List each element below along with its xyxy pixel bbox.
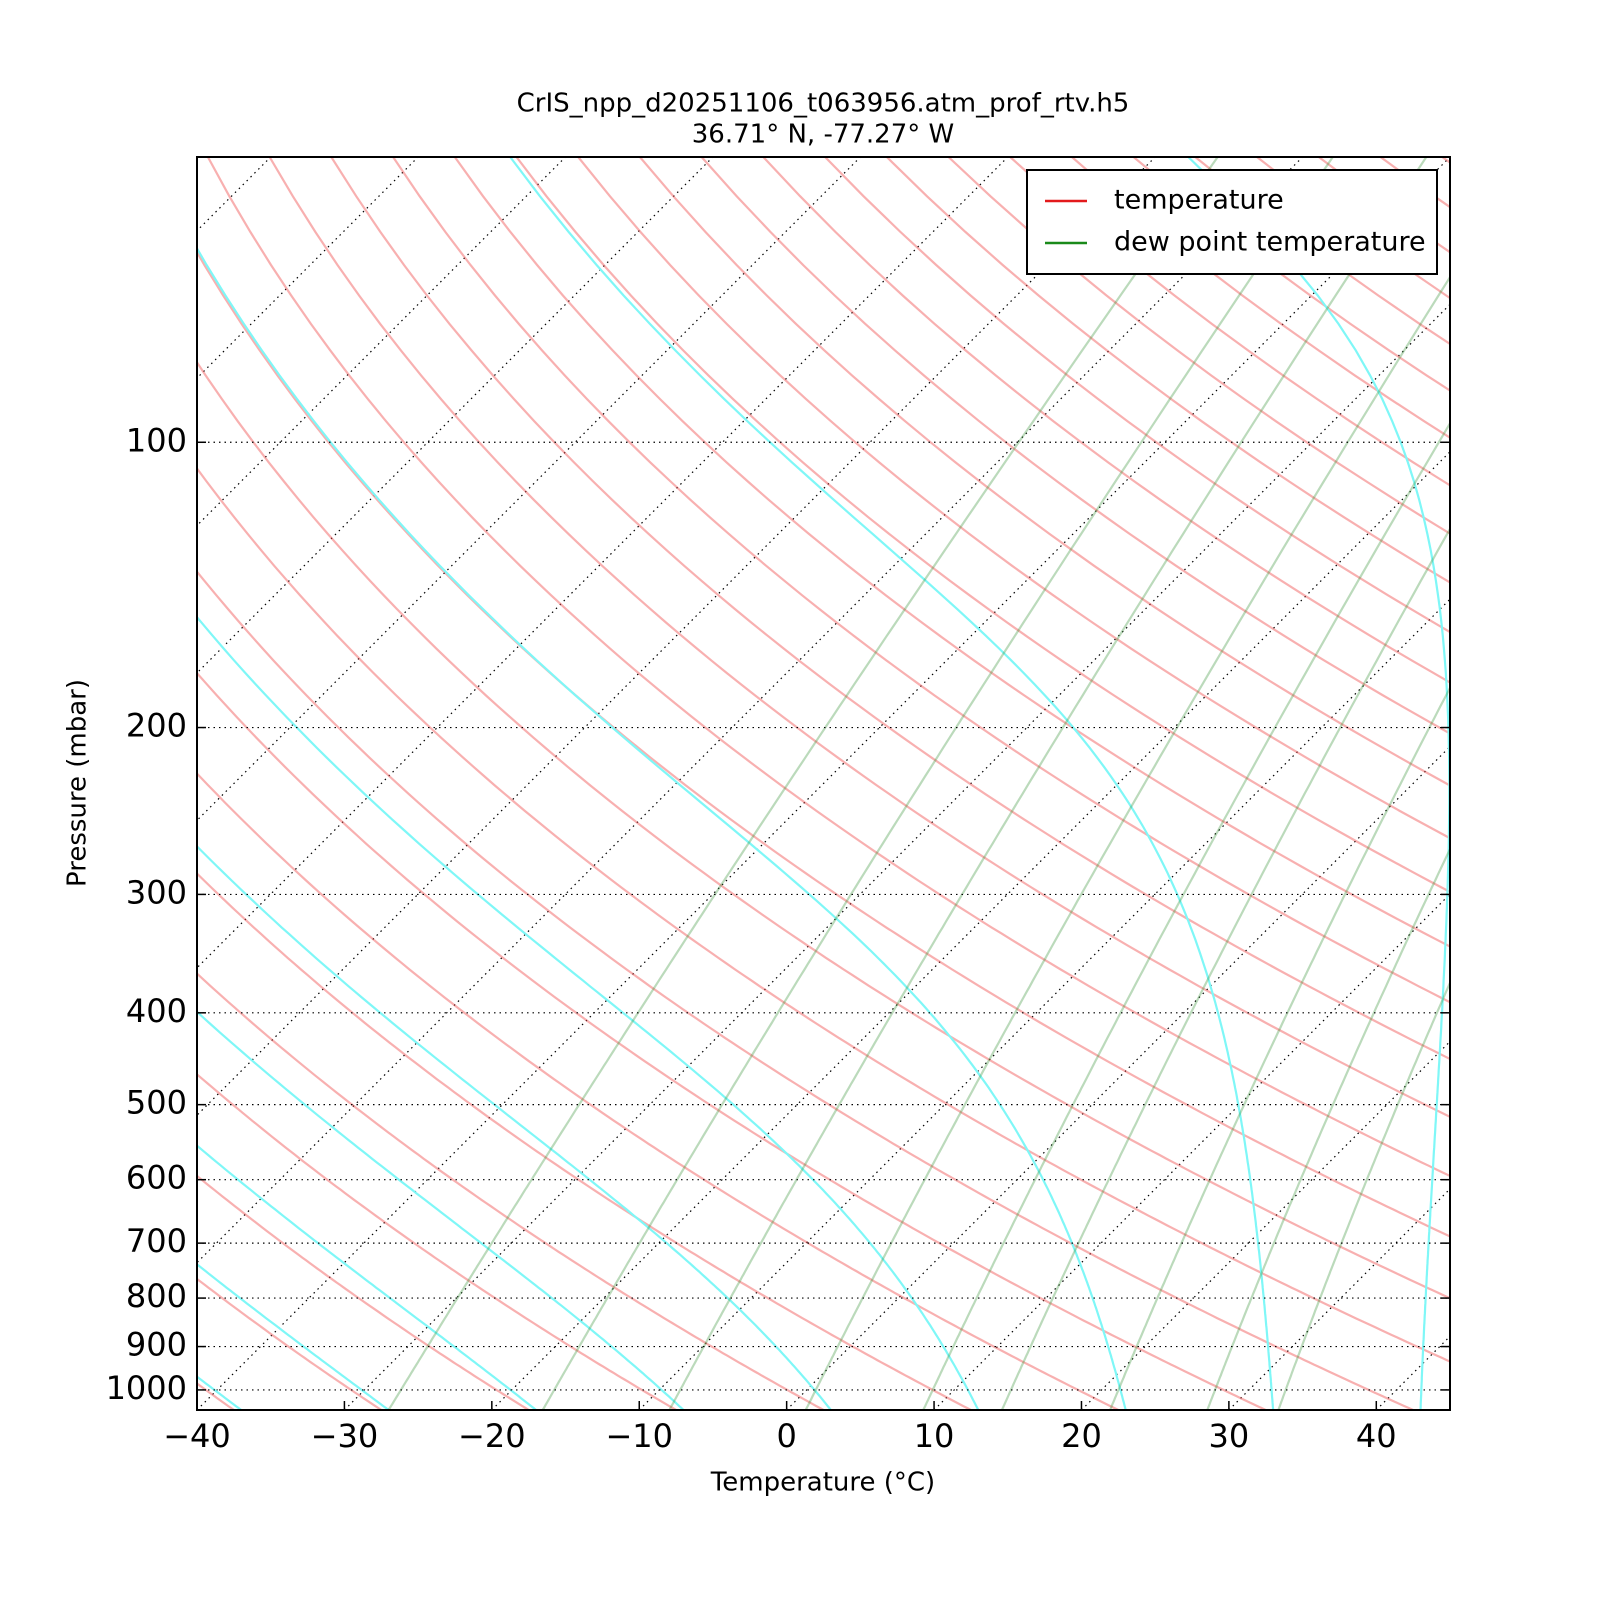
x-tick-label: −10	[605, 1417, 673, 1455]
x-axis-label: Temperature (°C)	[710, 1468, 935, 1498]
legend: temperature dew point temperature	[1027, 170, 1437, 274]
y-tick-label: 300	[126, 873, 187, 911]
chart-title: CrIS_npp_d20251106_t063956.atm_prof_rtv.…	[517, 89, 1130, 119]
x-tick-label: 0	[776, 1417, 796, 1455]
y-tick-label: 400	[126, 992, 187, 1030]
x-tick-label: −20	[458, 1417, 526, 1455]
y-tick-label: 1000	[106, 1369, 187, 1407]
y-tick-label: 700	[126, 1222, 187, 1260]
y-tick-label: 600	[126, 1159, 187, 1197]
chart-subtitle: 36.71° N, -77.27° W	[692, 120, 954, 150]
x-tick-label: 20	[1061, 1417, 1102, 1455]
y-tick-label: 800	[126, 1277, 187, 1315]
y-tick-label: 500	[126, 1084, 187, 1122]
x-tick-label: 30	[1209, 1417, 1250, 1455]
x-tick-label: 10	[914, 1417, 955, 1455]
y-axis-label: Pressure (mbar)	[63, 679, 93, 887]
legend-label: temperature	[1114, 185, 1284, 216]
x-tick-label: −30	[311, 1417, 379, 1455]
x-tick-label: −40	[163, 1417, 231, 1455]
y-tick-label: 900	[126, 1326, 187, 1364]
x-tick-label: 40	[1356, 1417, 1397, 1455]
legend-label: dew point temperature	[1114, 227, 1426, 258]
y-tick-label: 100	[126, 421, 187, 459]
y-tick-label: 200	[126, 707, 187, 745]
